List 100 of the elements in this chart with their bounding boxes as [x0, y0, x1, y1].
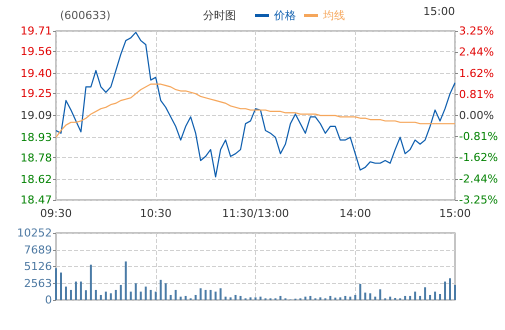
text: 15:00: [423, 5, 456, 18]
bar: [214, 292, 217, 300]
y-tick-label: 0: [45, 294, 52, 306]
x-tick-label: 09:30: [40, 207, 72, 220]
y-tick-label: 19.71: [20, 24, 52, 38]
bar: [429, 294, 432, 300]
bar: [174, 290, 177, 300]
bar: [329, 296, 332, 300]
bar: [64, 286, 67, 300]
bar: [444, 282, 446, 300]
y2-tick-label: -3.25%: [459, 194, 498, 206]
bar: [319, 297, 322, 300]
bar: [259, 296, 262, 300]
bar: [439, 294, 442, 300]
y-tick-label: 19.40: [20, 66, 52, 80]
bar: [130, 292, 132, 300]
bar: [84, 290, 87, 300]
y2-tick-label: 2.44%: [459, 46, 494, 59]
bar: [404, 296, 406, 300]
chart-subtitle: (600633): [60, 9, 111, 22]
bar: [55, 268, 57, 300]
bar: [204, 290, 207, 300]
legend-label: 均线: [322, 9, 345, 22]
bar: [154, 292, 157, 300]
bar: [374, 296, 376, 300]
bar: [160, 280, 162, 300]
y-tick-label: 7689: [24, 243, 52, 256]
bar: [70, 290, 72, 300]
y2-tick-label: 0.00%: [459, 109, 494, 122]
y-tick-label: 18.47: [20, 194, 52, 206]
bar: [250, 297, 252, 300]
y-tick-label: 18.78: [20, 151, 52, 164]
bar: [304, 296, 306, 300]
bar: [90, 264, 92, 300]
y-tick-label: 10252: [17, 226, 52, 240]
y2-tick-label: -0.81%: [459, 130, 498, 144]
y-tick-label: 5126: [24, 260, 52, 273]
bar: [180, 296, 182, 300]
bar: [74, 282, 77, 300]
bar: [409, 296, 412, 300]
bar: [254, 297, 256, 300]
y-tick-label: 2563: [24, 276, 52, 290]
y-tick-label: 18.62: [20, 173, 52, 186]
y-tick-label: 19.56: [20, 44, 52, 58]
bar: [454, 284, 456, 300]
bar: [184, 296, 187, 300]
x-tick-label: 15:00: [439, 207, 471, 220]
y2-tick-label: 3.25%: [459, 24, 494, 38]
bar: [144, 286, 147, 300]
bar: [240, 296, 242, 300]
bar: [309, 296, 312, 300]
bar: [164, 283, 167, 300]
bar: [124, 261, 127, 300]
bar: [369, 293, 372, 300]
bar: [110, 293, 112, 300]
y-tick-label: 19.09: [20, 109, 52, 122]
bar: [354, 294, 356, 300]
bar: [114, 290, 117, 300]
bar: [104, 292, 107, 300]
bar: [150, 290, 152, 300]
y2-tick-label: -2.44%: [459, 172, 498, 186]
bar: [419, 296, 422, 300]
bar: [359, 284, 362, 300]
bar: [349, 296, 352, 300]
bar: [449, 278, 452, 300]
x-tick-label: 10:30: [140, 207, 172, 220]
bar: [210, 290, 212, 300]
x-tick-label: 11:30/13:00: [222, 207, 290, 220]
legend-label: 价格: [273, 9, 296, 22]
bar: [234, 294, 237, 300]
y-tick-label: 19.25: [20, 87, 52, 100]
bar: [120, 284, 122, 300]
y2-tick-label: 0.81%: [459, 88, 494, 101]
bar: [434, 292, 436, 300]
bar: [424, 287, 426, 300]
bar: [224, 296, 227, 300]
chart-title: 分时图: [203, 9, 236, 22]
bar: [140, 292, 142, 300]
bar: [379, 289, 382, 300]
bar: [339, 297, 342, 300]
bar: [220, 288, 222, 300]
bar: [94, 290, 97, 300]
bar: [414, 292, 416, 300]
bar: [230, 297, 232, 300]
bar: [134, 283, 137, 300]
bar: [60, 272, 62, 300]
bar: [100, 294, 102, 300]
bar: [200, 288, 202, 300]
bar: [279, 296, 282, 300]
bar: [344, 296, 346, 300]
y2-tick-label: 1.62%: [459, 66, 494, 80]
bar: [364, 292, 366, 300]
y-tick-label: 18.93: [20, 130, 52, 144]
line-series: [55, 84, 456, 138]
bar: [389, 296, 392, 300]
bar: [170, 294, 172, 300]
x-tick-label: 14:00: [339, 207, 372, 220]
bar: [80, 282, 82, 300]
bar: [194, 294, 197, 300]
y2-tick-label: -1.62%: [459, 151, 498, 164]
